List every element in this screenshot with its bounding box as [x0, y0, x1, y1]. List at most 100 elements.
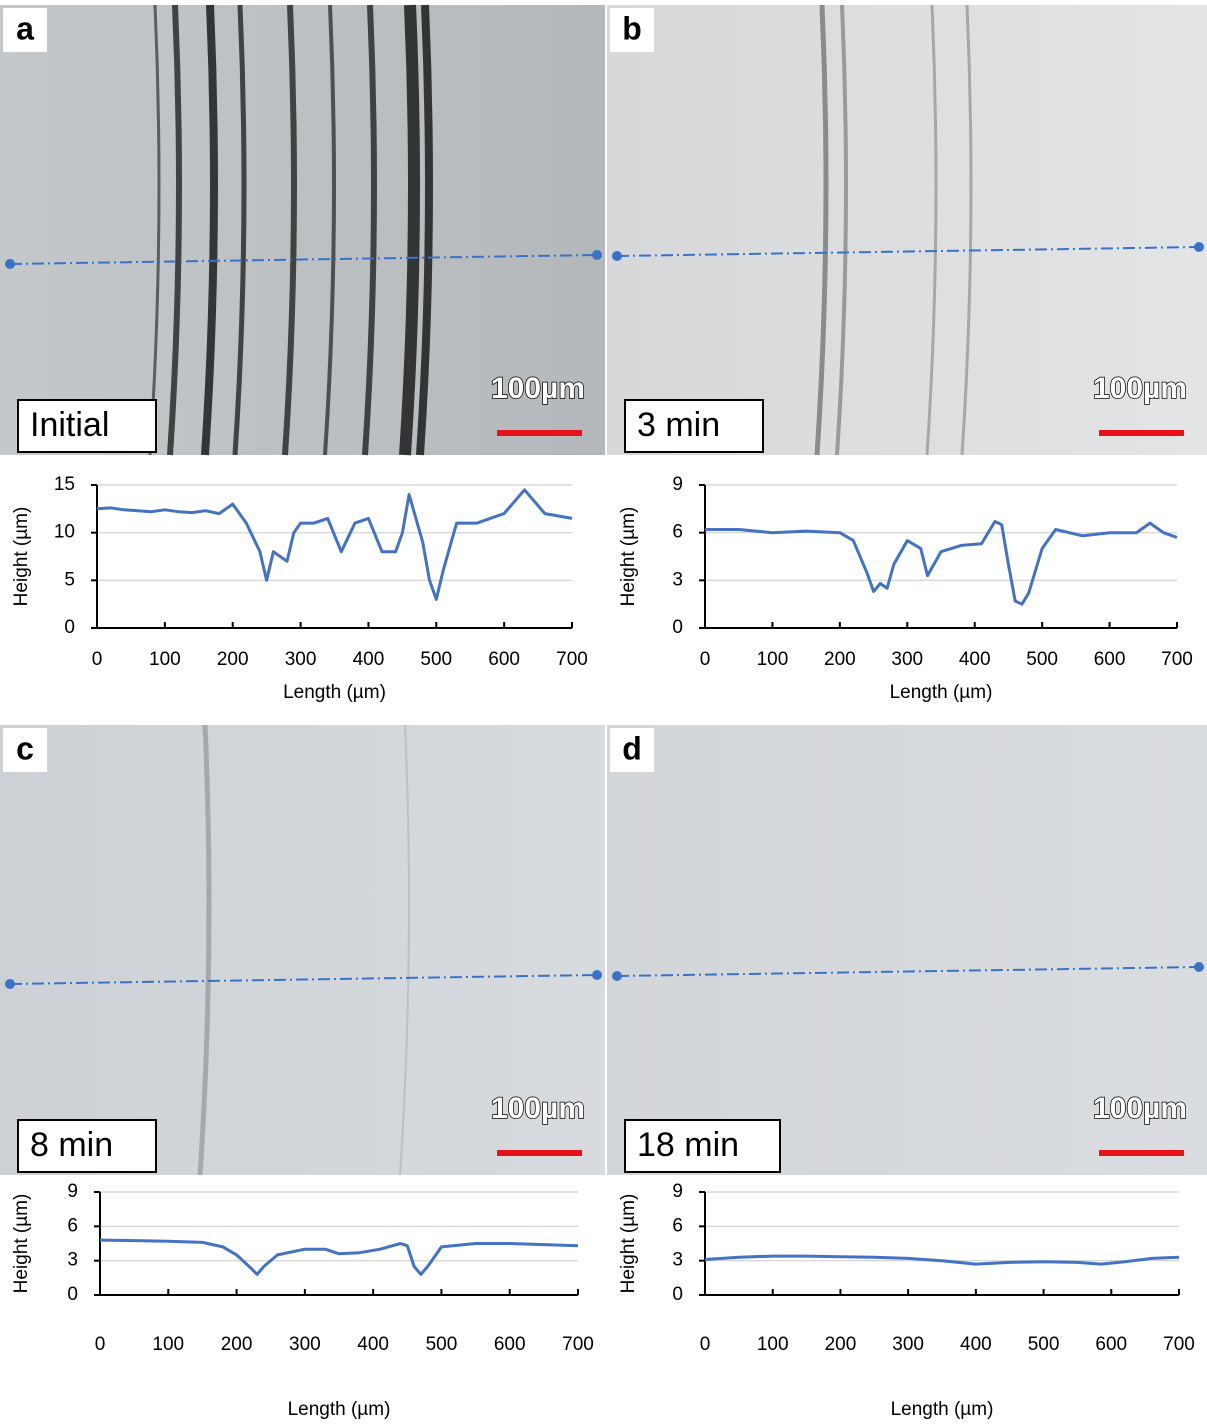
scan-line	[616, 246, 1200, 257]
x-tick-label: 200	[824, 649, 856, 670]
panel-label-box	[610, 8, 654, 52]
y-tick-label: 6	[672, 1215, 683, 1236]
scan-end	[612, 251, 622, 261]
x-tick-label: 700	[1161, 649, 1193, 670]
x-axis-label: Length (µm)	[283, 682, 386, 703]
panel-label: c	[16, 730, 34, 766]
y-tick-label: 0	[672, 617, 683, 638]
x-tick-label: 400	[357, 1334, 389, 1355]
micrograph: b 3 min 100µm	[607, 4, 1207, 456]
x-tick-label: 100	[757, 649, 789, 670]
x-tick-label: 700	[562, 1334, 594, 1355]
micrograph: a Initial 100µm	[0, 4, 605, 456]
scan-end	[612, 971, 622, 981]
panel-label: a	[16, 10, 34, 46]
scan-end	[5, 979, 15, 989]
x-tick-label: 400	[960, 1334, 992, 1355]
scan-line	[9, 974, 598, 985]
x-tick-label: 600	[1095, 1334, 1127, 1355]
scratch	[362, 4, 377, 456]
scale-bar	[1099, 1150, 1184, 1156]
micrograph: d 18 min 100µm	[607, 725, 1207, 1175]
scan-end	[1194, 242, 1204, 252]
x-tick-label: 200	[825, 1334, 857, 1355]
scratch	[814, 4, 829, 456]
image-label: Initial	[30, 406, 109, 444]
scratch	[282, 4, 297, 456]
x-tick-label: 300	[285, 649, 317, 670]
image-label: 3 min	[637, 406, 720, 444]
y-tick-label: 3	[672, 1250, 683, 1271]
scan-end	[5, 259, 15, 269]
micrograph-bg	[0, 725, 605, 1175]
y-tick-label: 9	[67, 1181, 78, 1202]
profile-line	[704, 1254, 1180, 1266]
profile-line	[705, 520, 1178, 606]
x-tick-label: 100	[149, 649, 181, 670]
scratch	[835, 4, 848, 456]
x-tick-label: 500	[426, 1334, 458, 1355]
x-tick-label: 0	[700, 1334, 711, 1355]
x-tick-label: 300	[892, 1334, 924, 1355]
scan-line	[616, 966, 1200, 977]
scratch	[960, 4, 973, 456]
x-axis-label: Length (µm)	[890, 682, 993, 703]
y-tick-label: 0	[64, 617, 75, 638]
profile-chart: 0 3 6 9 0 100 200 300 400 500 600 700 Length (µm) Hei…	[618, 474, 1193, 703]
image-label: 8 min	[30, 1126, 113, 1164]
image-label-box	[624, 1119, 781, 1173]
scan-end	[592, 250, 602, 260]
x-tick-label: 200	[221, 1334, 253, 1355]
image-label: 18 min	[637, 1126, 739, 1164]
scale-bar	[1099, 430, 1184, 436]
scale-bar-label: 100µm	[491, 1092, 585, 1125]
micrograph-bg	[0, 5, 605, 455]
y-tick-label: 0	[672, 1284, 683, 1305]
scale-bar	[497, 430, 582, 436]
scratch	[323, 4, 336, 456]
profile-line	[99, 1238, 579, 1276]
scratch	[148, 4, 161, 456]
y-tick-label: 10	[54, 522, 75, 543]
x-tick-label: 100	[152, 1334, 184, 1355]
x-tick-label: 0	[92, 649, 103, 670]
x-tick-label: 0	[700, 649, 711, 670]
x-tick-label: 600	[494, 1334, 526, 1355]
profile-chart: 0 3 6 9 0 100 200 300 400 500 600 700 Length (µm) Hei…	[11, 1181, 594, 1420]
panel-label: b	[622, 10, 642, 46]
x-axis-label: Length (µm)	[288, 1399, 391, 1420]
y-axis-label: Height (µm)	[11, 507, 32, 607]
scratch	[232, 4, 247, 456]
panel-label-box	[3, 8, 47, 52]
scratch	[197, 724, 212, 1176]
scratch	[416, 4, 433, 456]
micrograph-bg	[607, 725, 1207, 1175]
y-axis-label: Height (µm)	[11, 1194, 32, 1294]
scratch	[201, 4, 218, 456]
x-tick-label: 400	[353, 649, 385, 670]
x-tick-label: 500	[1028, 1334, 1060, 1355]
y-tick-label: 3	[672, 569, 683, 590]
y-tick-label: 15	[54, 474, 75, 495]
panel-label-box	[610, 728, 654, 772]
panel-label: d	[622, 730, 642, 766]
x-tick-label: 200	[217, 649, 249, 670]
x-tick-label: 500	[420, 649, 452, 670]
y-tick-label: 5	[64, 569, 75, 590]
scale-bar-label: 100µm	[1093, 1092, 1187, 1125]
profile-chart: 0 3 6 9 0 100 200 300 400 500 600 700 Length (µm) Hei…	[618, 1181, 1195, 1420]
x-tick-label: 700	[556, 649, 588, 670]
x-tick-label: 300	[289, 1334, 321, 1355]
scratch	[167, 4, 182, 456]
scan-line	[9, 254, 598, 265]
x-tick-label: 100	[757, 1334, 789, 1355]
x-tick-label: 600	[1094, 649, 1126, 670]
scan-end	[592, 970, 602, 980]
y-tick-label: 9	[672, 1181, 683, 1202]
y-axis-label: Height (µm)	[618, 1194, 639, 1294]
y-tick-label: 0	[67, 1284, 78, 1305]
x-tick-label: 700	[1163, 1334, 1195, 1355]
y-axis-label: Height (µm)	[618, 507, 639, 607]
x-tick-label: 500	[1026, 649, 1058, 670]
